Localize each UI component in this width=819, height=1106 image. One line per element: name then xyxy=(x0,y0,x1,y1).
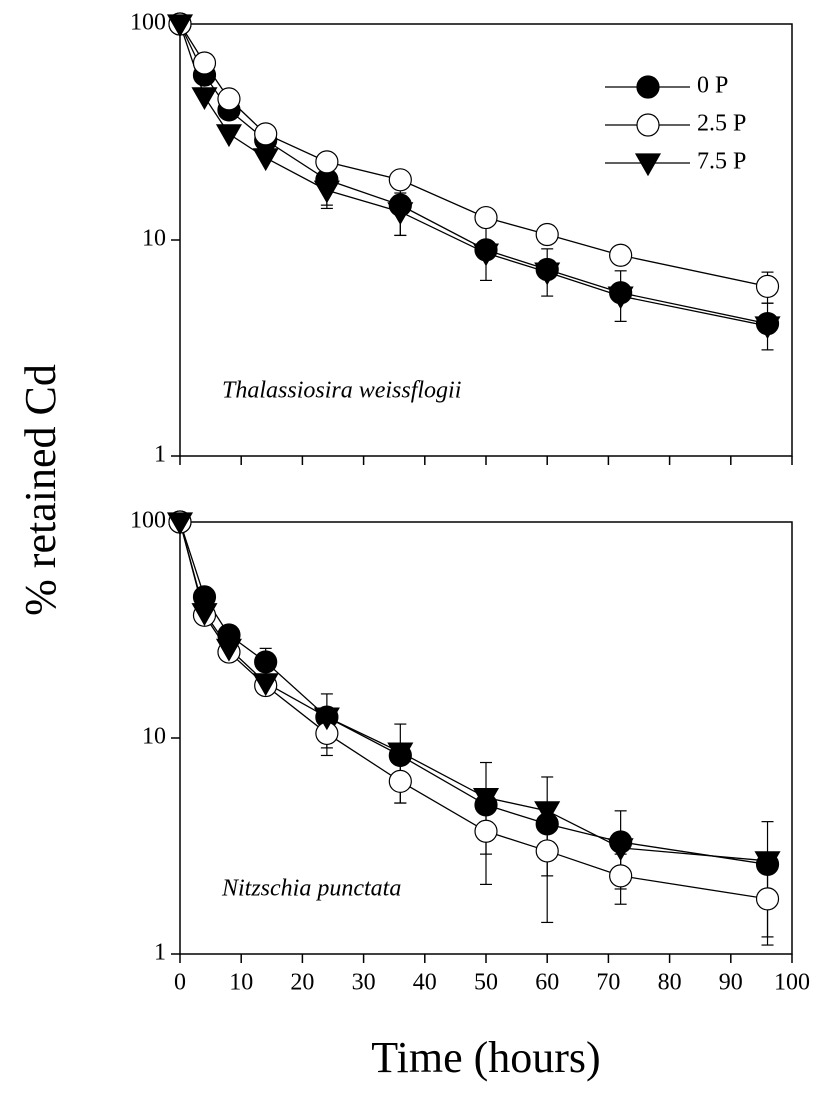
x-tick-label: 100 xyxy=(774,970,810,996)
data-point xyxy=(313,180,340,204)
legend-marker xyxy=(634,153,662,177)
data-point xyxy=(472,243,500,267)
data-point xyxy=(534,801,561,825)
data-point xyxy=(387,202,414,226)
y-tick-label: 1 xyxy=(154,940,166,966)
data-point xyxy=(754,316,781,340)
series-line xyxy=(179,521,768,900)
data-point xyxy=(607,286,634,310)
x-tick-label: 40 xyxy=(413,970,437,996)
data-point xyxy=(191,87,218,111)
data-point xyxy=(254,122,278,146)
data-point xyxy=(252,673,279,697)
x-tick-label: 0 xyxy=(174,970,186,996)
data-point xyxy=(609,864,633,888)
data-point xyxy=(474,819,498,843)
data-point xyxy=(254,650,278,674)
x-tick-label: 80 xyxy=(658,970,682,996)
y-tick-label: 10 xyxy=(142,226,166,252)
data-point xyxy=(166,14,194,38)
panel-annotation: Nitzschia punctata xyxy=(221,876,401,902)
data-point xyxy=(166,512,194,536)
data-point xyxy=(607,838,634,862)
x-tick-label: 20 xyxy=(290,970,314,996)
data-point xyxy=(755,274,780,298)
y-tick-label: 100 xyxy=(130,508,166,534)
legend-label: 0 P xyxy=(697,73,728,99)
data-point xyxy=(474,205,498,230)
x-tick-label: 30 xyxy=(352,970,376,996)
series-line xyxy=(179,521,768,862)
legend-label: 2.5 P xyxy=(697,111,746,137)
panel-annotation: Thalassiosira weissflogii xyxy=(222,378,461,404)
y-tick-label: 10 xyxy=(142,724,166,750)
series-line xyxy=(179,23,768,325)
data-point xyxy=(192,51,217,75)
x-tick-label: 10 xyxy=(229,970,253,996)
x-axis-label: Time (hours) xyxy=(371,1033,600,1082)
data-point xyxy=(215,638,242,662)
data-point xyxy=(472,787,500,811)
series-line xyxy=(179,23,768,327)
data-point xyxy=(609,243,633,267)
data-point xyxy=(388,769,412,793)
data-point xyxy=(535,222,559,247)
data-point xyxy=(388,168,412,192)
series-line xyxy=(179,521,768,866)
y-axis-label: % retained Cd xyxy=(16,364,65,616)
data-point xyxy=(315,150,339,174)
data-point xyxy=(191,603,218,626)
data-point xyxy=(313,707,340,731)
series-line xyxy=(179,23,768,288)
data-point xyxy=(217,87,241,111)
data-point xyxy=(534,262,561,286)
legend-marker xyxy=(636,75,660,99)
x-tick-label: 60 xyxy=(535,970,559,996)
y-tick-label: 1 xyxy=(154,442,166,468)
x-tick-label: 50 xyxy=(474,970,498,996)
data-point xyxy=(252,148,279,172)
data-point xyxy=(755,887,780,911)
data-point xyxy=(387,742,414,766)
data-point xyxy=(754,851,781,875)
x-tick-label: 90 xyxy=(719,970,743,996)
legend-marker xyxy=(636,113,660,137)
y-tick-label: 100 xyxy=(130,10,166,36)
legend-label: 7.5 P xyxy=(697,149,746,175)
data-point xyxy=(535,839,559,863)
data-point xyxy=(215,124,242,148)
x-tick-label: 70 xyxy=(596,970,620,996)
